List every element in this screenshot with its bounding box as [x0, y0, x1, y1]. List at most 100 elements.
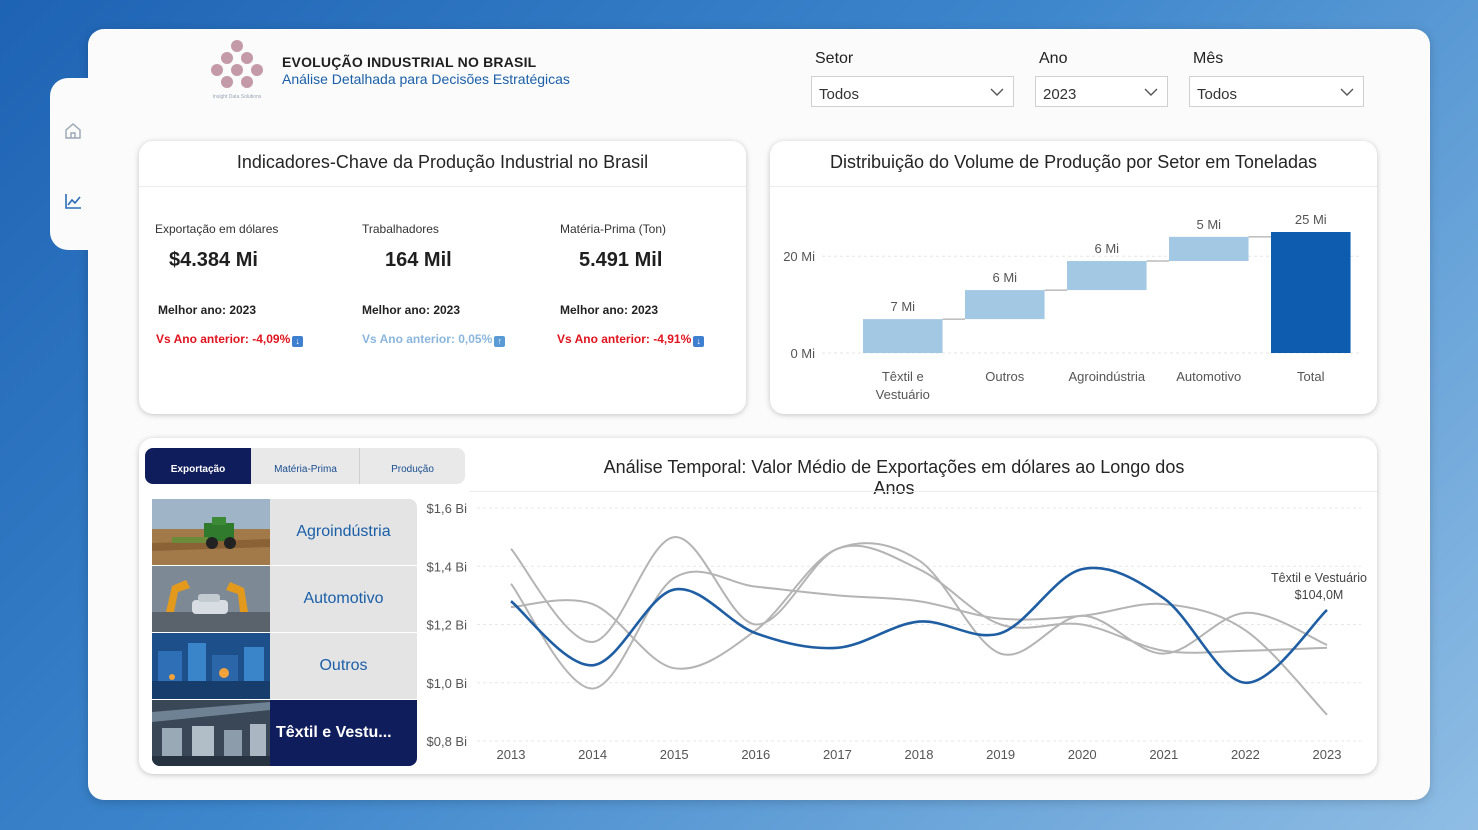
- tab-separator: [359, 448, 360, 484]
- line-x-tick: 2018: [905, 747, 934, 762]
- waterfall-bar[interactable]: [965, 290, 1045, 320]
- filter-mes-value: Todos: [1197, 86, 1238, 103]
- kpi-export-value: $4.384 Mi: [169, 249, 258, 271]
- line-x-tick: 2017: [823, 747, 852, 762]
- waterfall-divider: [770, 186, 1377, 187]
- waterfall-x-tick: Vestuário: [876, 387, 930, 402]
- line-series-muted[interactable]: [510, 570, 1328, 716]
- line-chart-icon[interactable]: [62, 190, 84, 212]
- kpi-raw-material-delta: Vs Ano anterior: -4,91% ↓: [557, 332, 705, 347]
- tab-exportacao[interactable]: Exportação: [145, 448, 251, 484]
- kpi-card-divider: [139, 186, 746, 187]
- filter-ano-value: 2023: [1043, 86, 1077, 103]
- agro-harvester-image: [152, 499, 270, 565]
- kpi-card-title: Indicadores-Chave da Produção Industrial…: [236, 152, 649, 172]
- kpi-raw-material-label: Matéria-Prima (Ton): [560, 222, 667, 236]
- sector-label: Outros: [319, 657, 368, 674]
- line-series-muted[interactable]: [510, 544, 1328, 670]
- tab-producao[interactable]: Produção: [391, 464, 434, 475]
- line-x-tick: 2023: [1313, 747, 1342, 762]
- line-x-tick: 2020: [1068, 747, 1097, 762]
- arrow-down-icon: ↓: [693, 336, 705, 347]
- kpi-workers-best-year: Melhor ano: 2023: [362, 303, 461, 317]
- line-y-tick: $1,0 Bi: [427, 676, 468, 691]
- line-y-tick: $0,8 Bi: [427, 734, 468, 749]
- kpi-workers-delta: Vs Ano anterior: 0,05% ↑: [362, 332, 506, 347]
- filter-setor-dropdown[interactable]: Todos: [811, 76, 1014, 107]
- kpi-workers-delta-text: Vs Ano anterior: 0,05%: [362, 332, 493, 346]
- kpi-export-label: Exportação em dólares: [155, 222, 279, 236]
- waterfall-bar[interactable]: [1067, 261, 1147, 291]
- waterfall-bar[interactable]: [1169, 236, 1249, 262]
- filter-setor-value: Todos: [819, 86, 860, 103]
- kpi-raw-material-best-year: Melhor ano: 2023: [560, 303, 659, 317]
- waterfall-data-label: 25 Mi: [1295, 212, 1327, 227]
- sector-label: Têxtil e Vestu...: [276, 724, 392, 741]
- line-y-tick: $1,2 Bi: [427, 618, 468, 633]
- waterfall-card: Distribuição do Volume de Produção por S…: [770, 141, 1377, 414]
- home-icon[interactable]: [62, 120, 84, 142]
- industrial-plant-image: [152, 633, 270, 699]
- textile-factory-image: [152, 700, 270, 766]
- line-x-tick: 2021: [1149, 747, 1178, 762]
- waterfall-chart: 0 Mi 20 Mi 7 Mi Têxtil e Vestuário 6 Mi Outros…: [783, 212, 1360, 402]
- waterfall-data-label: 7 Mi: [890, 299, 915, 314]
- waterfall-x-tick: Total: [1297, 369, 1325, 384]
- line-y-tick: $1,6 Bi: [427, 501, 468, 516]
- page-title: EVOLUÇÃO INDUSTRIAL NO BRASIL: [282, 54, 537, 70]
- tab-materia-prima[interactable]: Matéria-Prima: [274, 464, 337, 475]
- logo-caption: Insight Data Solutions: [212, 94, 262, 100]
- sector-list: Agroindústria Automotivo Outros: [152, 499, 417, 766]
- waterfall-bar[interactable]: [863, 319, 943, 353]
- waterfall-data-label: 6 Mi: [992, 270, 1017, 285]
- waterfall-bar[interactable]: [1271, 232, 1351, 353]
- waterfall-data-label: 6 Mi: [1094, 241, 1119, 256]
- arrow-down-icon: ↓: [292, 336, 304, 347]
- line-x-tick: 2019: [986, 747, 1015, 762]
- sector-label: Agroindústria: [296, 523, 391, 540]
- page-subtitle: Análise Detalhada para Decisões Estratég…: [282, 71, 570, 87]
- line-y-tick: $1,4 Bi: [427, 559, 468, 574]
- waterfall-x-tick: Automotivo: [1176, 369, 1241, 384]
- kpi-export-delta: Vs Ano anterior: -4,09% ↓: [156, 332, 304, 347]
- waterfall-x-tick: Têxtil e: [882, 369, 924, 384]
- sector-item-agroindustria[interactable]: Agroindústria: [152, 499, 417, 565]
- kpi-workers-label: Trabalhadores: [362, 222, 439, 236]
- kpi-raw-material-value: 5.491 Mil: [579, 249, 663, 271]
- sector-item-automotivo[interactable]: Automotivo: [152, 566, 417, 632]
- temporal-line-chart: $0,8 Bi $1,0 Bi $1,2 Bi $1,4 Bi $1,6 Bi 2013 2…: [427, 501, 1367, 762]
- temporal-title: Análise Temporal: Valor Médio de Exporta…: [603, 457, 1185, 498]
- waterfall-x-tick: Agroindústria: [1068, 369, 1145, 384]
- filter-ano-label: Ano: [1039, 50, 1068, 67]
- line-annotation-value: $104,0M: [1295, 588, 1344, 602]
- metric-tabbar: Exportação Matéria-Prima Produção: [145, 448, 465, 484]
- line-annotation-name: Têxtil e Vestuário: [1271, 571, 1367, 585]
- waterfall-y-tick: 20 Mi: [783, 249, 815, 264]
- line-x-tick: 2014: [578, 747, 607, 762]
- arrow-up-icon: ↑: [494, 336, 506, 347]
- filter-ano-dropdown[interactable]: 2023: [1035, 76, 1168, 107]
- chevron-down-icon: [1144, 88, 1158, 96]
- waterfall-title: Distribuição do Volume de Produção por S…: [830, 152, 1317, 172]
- chevron-down-icon: [990, 88, 1004, 96]
- side-navigation: [50, 78, 90, 250]
- filter-mes-dropdown[interactable]: Todos: [1189, 76, 1364, 107]
- kpi-card: Indicadores-Chave da Produção Industrial…: [139, 141, 746, 414]
- line-x-tick: 2013: [497, 747, 526, 762]
- waterfall-y-tick: 0 Mi: [790, 346, 815, 361]
- chevron-down-icon: [1340, 88, 1354, 96]
- sector-label: Automotivo: [303, 590, 384, 607]
- line-x-tick: 2022: [1231, 747, 1260, 762]
- temporal-divider: [469, 491, 1377, 492]
- kpi-workers-value: 164 Mil: [385, 249, 452, 271]
- waterfall-x-tick: Outros: [985, 369, 1025, 384]
- line-series-highlight[interactable]: [510, 566, 1328, 685]
- sector-item-textil[interactable]: Têxtil e Vestu...: [152, 700, 417, 766]
- company-logo: [205, 38, 269, 102]
- kpi-raw-material-delta-text: Vs Ano anterior: -4,91%: [557, 332, 692, 346]
- filter-mes-label: Mês: [1193, 50, 1224, 67]
- kpi-export-best-year: Melhor ano: 2023: [158, 303, 257, 317]
- line-x-tick: 2015: [660, 747, 689, 762]
- line-x-tick: 2016: [741, 747, 770, 762]
- sector-item-outros[interactable]: Outros: [152, 633, 417, 699]
